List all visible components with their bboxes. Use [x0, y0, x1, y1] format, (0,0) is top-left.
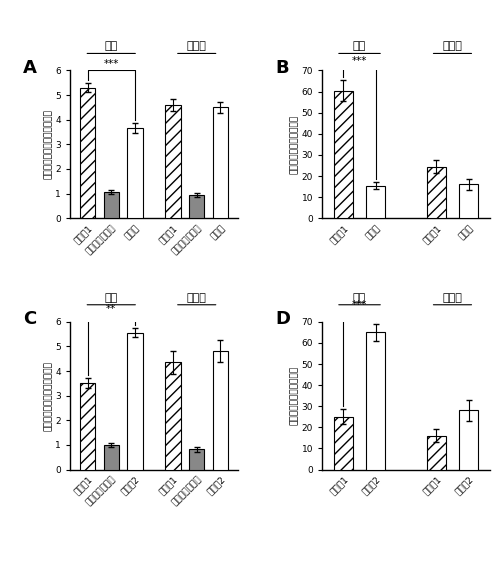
Y-axis label: 各チャンバー滲在時間（秒）: 各チャンバー滲在時間（秒） — [44, 361, 52, 431]
Bar — [189, 450, 204, 470]
Text: **: ** — [106, 305, 117, 315]
Bar — [212, 107, 228, 218]
Bar — [427, 436, 446, 470]
Bar — [427, 167, 446, 218]
Text: 正常: 正常 — [104, 292, 118, 302]
Text: 正常: 正常 — [353, 41, 366, 51]
Text: 正常: 正常 — [353, 292, 366, 302]
Bar — [366, 332, 385, 470]
Bar — [334, 90, 352, 218]
Y-axis label: 匀い嫅ぎ行動時間（秒）: 匀い嫅ぎ行動時間（秒） — [290, 115, 298, 174]
Bar — [189, 195, 204, 218]
Text: 正常: 正常 — [104, 41, 118, 51]
Bar — [127, 333, 142, 470]
Text: ***: *** — [352, 56, 367, 66]
Bar — [460, 410, 478, 470]
Text: ***: *** — [352, 300, 367, 310]
Y-axis label: 各チャンバー滲在時間（秒）: 各チャンバー滲在時間（秒） — [44, 109, 52, 179]
Y-axis label: 匀い嫅ぎ行動時間（秒）: 匀い嫅ぎ行動時間（秒） — [290, 366, 298, 425]
Text: モデル: モデル — [442, 292, 462, 302]
Bar — [166, 362, 181, 470]
Text: モデル: モデル — [187, 292, 206, 302]
Bar — [104, 193, 119, 218]
Text: ***: *** — [104, 59, 119, 69]
Bar — [104, 445, 119, 470]
Text: A: A — [23, 59, 37, 77]
Bar — [80, 383, 96, 470]
Bar — [212, 351, 228, 470]
Bar — [460, 184, 478, 218]
Text: B: B — [275, 59, 288, 77]
Text: モデル: モデル — [187, 41, 206, 51]
Bar — [366, 185, 385, 218]
Bar — [334, 417, 352, 470]
Text: C: C — [23, 310, 36, 328]
Bar — [127, 129, 142, 218]
Bar — [166, 105, 181, 218]
Text: モデル: モデル — [442, 41, 462, 51]
Text: D: D — [275, 310, 290, 328]
Bar — [80, 87, 96, 218]
